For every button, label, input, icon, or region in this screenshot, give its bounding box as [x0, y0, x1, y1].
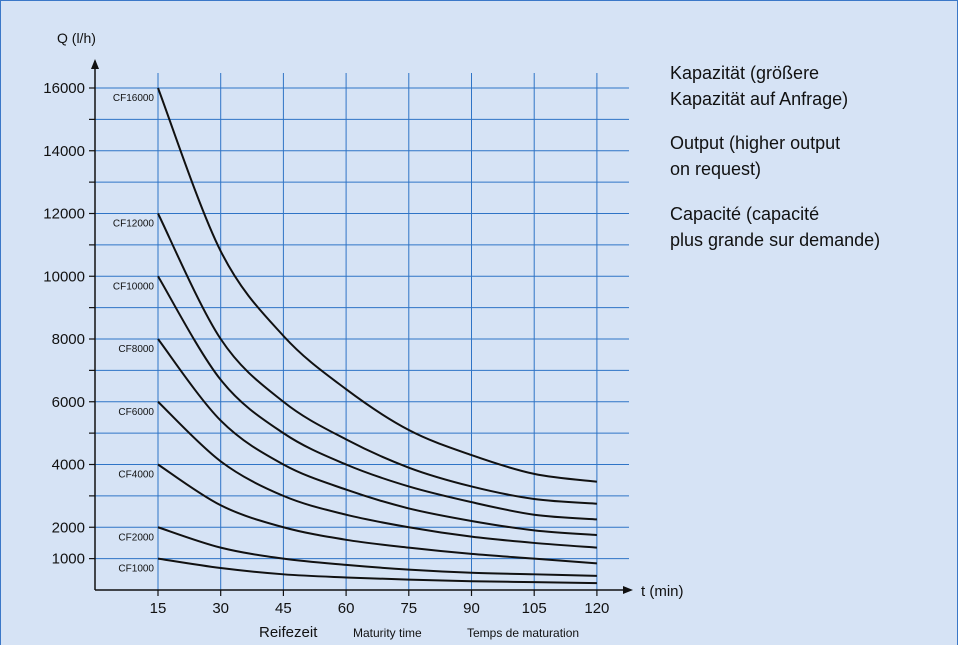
series-line-cf12000 — [157, 213, 597, 505]
series-labels: CF16000 CF12000 CF10000 CF8000 CF6000 CF4000 C… — [113, 93, 155, 575]
series-lines — [157, 87, 598, 585]
axes — [91, 59, 633, 594]
series-label-cf6000: CF6000 — [118, 407, 154, 418]
series-label-cf4000: CF4000 — [118, 470, 154, 481]
x-tick-label: 30 — [212, 600, 229, 617]
series-label-cf8000: CF8000 — [118, 344, 154, 355]
y-tick-label: 4000 — [52, 457, 85, 474]
y-tick-label: 10000 — [43, 268, 85, 285]
x-tick-label: 105 — [522, 600, 547, 617]
y-tick-label: 1000 — [52, 551, 85, 568]
note-de-line-1: Kapazität (größere — [670, 63, 820, 83]
x-axis-label: t (min) — [641, 583, 684, 600]
x-tick-label: 75 — [400, 600, 417, 617]
series-line-cf10000 — [157, 275, 597, 521]
series-label-cf10000: CF10000 — [113, 281, 155, 292]
x-caption-en: Maturity time — [353, 626, 422, 640]
series-line-cf4000 — [157, 463, 597, 565]
x-tick-label: 45 — [275, 600, 292, 617]
series-label-cf16000: CF16000 — [113, 93, 155, 104]
series-label-cf2000: CF2000 — [118, 532, 154, 543]
note-de: Kapazität (größere Kapazität auf Anfrage… — [670, 60, 950, 112]
y-tick-label: 2000 — [52, 519, 85, 536]
x-tick-label: 90 — [463, 600, 480, 617]
y-tick-label: 12000 — [43, 206, 85, 223]
tick-labels: 15 30 45 60 75 90 105 120 1000 2000 4000 6000 8000 10… — [43, 80, 609, 617]
note-de-line-2: Kapazität auf Anfrage) — [670, 89, 849, 109]
y-tick-label: 16000 — [43, 80, 85, 97]
note-fr: Capacité (capacité plus grande sur deman… — [670, 201, 950, 253]
note-fr-line-1: Capacité (capacité — [670, 204, 820, 224]
x-axis-arrow — [623, 586, 633, 594]
x-tick-label: 120 — [584, 600, 609, 617]
x-tick-label: 15 — [150, 600, 167, 617]
series-line-cf8000 — [157, 338, 597, 537]
y-axis-arrow — [91, 59, 99, 69]
series-label-cf12000: CF12000 — [113, 219, 155, 230]
series-line-cf2000 — [157, 526, 597, 577]
note-fr-line-2: plus grande sur demande) — [670, 230, 881, 250]
x-caption-fr: Temps de maturation — [467, 626, 579, 640]
series-line-cf6000 — [157, 401, 597, 549]
note-en: Output (higher output on request) — [670, 130, 950, 182]
grid — [95, 73, 629, 590]
y-tick-label: 6000 — [52, 394, 85, 411]
note-en-line-2: on request) — [670, 159, 762, 179]
x-tick-label: 60 — [338, 600, 355, 617]
series-line-cf16000 — [157, 87, 598, 483]
series-label-cf1000: CF1000 — [118, 564, 154, 575]
y-tick-label: 8000 — [52, 331, 85, 348]
note-en-line-1: Output (higher output — [670, 133, 841, 153]
series-line-cf1000 — [157, 557, 597, 585]
y-axis-label: Q (l/h) — [57, 30, 96, 46]
y-tick-label: 14000 — [43, 143, 85, 160]
x-caption-de: Reifezeit — [259, 624, 318, 641]
